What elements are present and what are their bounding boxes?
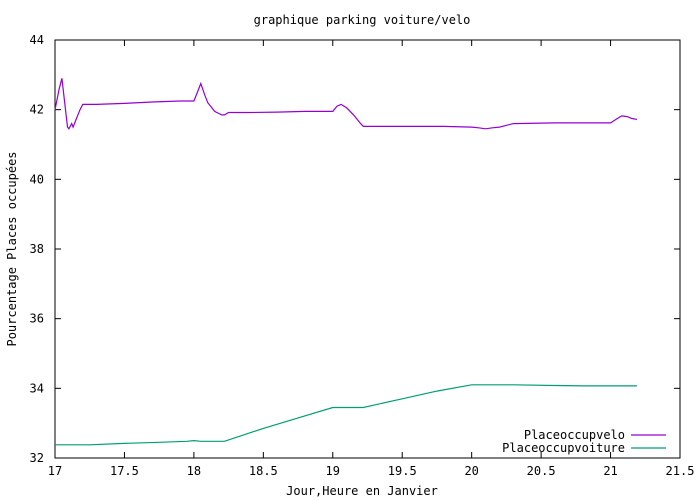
y-tick-label: 44 <box>30 33 44 47</box>
x-tick-label: 17.5 <box>110 464 139 478</box>
y-tick-label: 42 <box>30 103 44 117</box>
x-tick-label: 20 <box>464 464 478 478</box>
x-tick-label: 20.5 <box>527 464 556 478</box>
x-tick-label: 19.5 <box>388 464 417 478</box>
x-axis-label: Jour,Heure en Janvier <box>286 484 438 498</box>
x-tick-label: 21.5 <box>666 464 695 478</box>
series-layer <box>54 78 638 446</box>
y-tick-label: 34 <box>30 381 44 395</box>
x-tick-label: 17 <box>48 464 62 478</box>
series-line-placeoccupvoiture <box>55 384 637 446</box>
legend-label-placeoccupvoiture: Placeoccupvoiture <box>502 441 625 455</box>
y-tick-label: 40 <box>30 172 44 186</box>
axis-ticks: 17 17.5 18 18.5 19 19.5 20 20.5 21 21.5 32 34 36 38 40… <box>30 33 695 478</box>
y-tick-label: 32 <box>30 451 44 465</box>
x-tick-label: 21 <box>603 464 617 478</box>
series-line-placeoccupvelo <box>54 78 638 130</box>
y-axis-label: Pourcentage Places occupées <box>5 151 19 346</box>
x-tick-label: 19 <box>326 464 340 478</box>
legend-label-placeoccupvelo: Placeoccupvelo <box>524 428 625 442</box>
chart-title: graphique parking voiture/velo <box>254 13 471 27</box>
y-tick-label: 38 <box>30 242 44 256</box>
x-tick-label: 18.5 <box>249 464 278 478</box>
y-tick-label: 36 <box>30 312 44 326</box>
x-tick-label: 18 <box>187 464 201 478</box>
